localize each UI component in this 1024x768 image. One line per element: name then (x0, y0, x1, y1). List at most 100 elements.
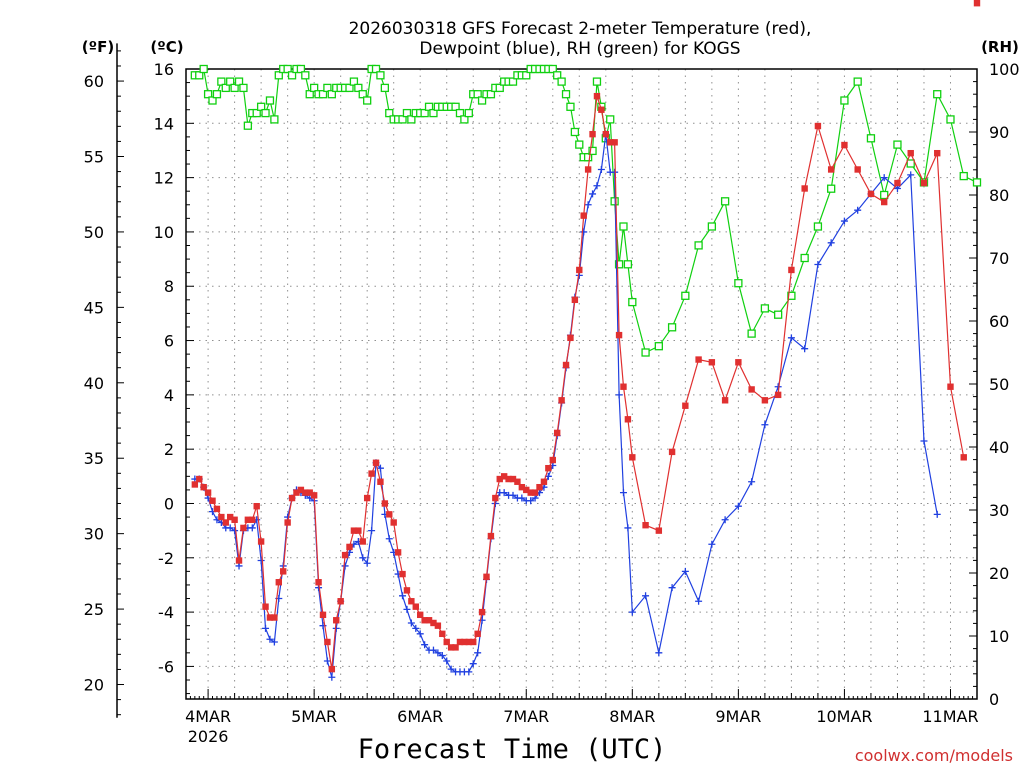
temperature-point (390, 519, 397, 526)
rh-point (354, 83, 363, 93)
dewpoint-point (655, 649, 663, 657)
dewpoint-point (624, 524, 632, 532)
fahrenheit-tick-label: 20 (84, 676, 104, 695)
temperature-point (417, 611, 424, 619)
dewpoint-point (323, 657, 331, 665)
dewpoint-point (376, 464, 384, 472)
dewpoint-point (262, 624, 270, 632)
temperature-point (854, 166, 861, 173)
dewpoint-point (708, 540, 716, 548)
dewpoint-point (734, 502, 742, 510)
temperature-point (275, 579, 282, 586)
dewpoint-point (257, 557, 265, 565)
rh-point (495, 83, 504, 93)
temperature-point (452, 644, 459, 651)
temperature-point (973, 0, 981, 7)
rh-point (305, 90, 314, 99)
dewpoint-point (407, 619, 415, 627)
rh-point (813, 222, 823, 231)
x-tick-label: 11MAR (922, 707, 978, 726)
rh-point (323, 83, 332, 93)
dewpoint-point (469, 660, 477, 668)
dewpoint-point (416, 630, 424, 638)
temperature-point (478, 608, 486, 616)
temperature-point (470, 638, 477, 646)
temperature-point (421, 617, 428, 624)
dewpoint-point (580, 228, 588, 236)
temperature-point (558, 397, 565, 404)
rh-point (327, 90, 336, 99)
temperature-point (408, 598, 415, 605)
rh-point (217, 77, 226, 86)
dewpoint-point (880, 174, 888, 182)
dewpoint-point (412, 624, 420, 632)
temperature-point (306, 489, 313, 496)
rh-point (707, 222, 717, 231)
x-tick-label: 10MAR (816, 707, 872, 726)
rh-point (402, 108, 412, 118)
temperature-point (355, 527, 362, 534)
temperature-point (607, 139, 614, 146)
temperature-point (774, 391, 782, 399)
fahrenheit-tick-label: 35 (84, 449, 104, 468)
temperature-point (346, 543, 353, 551)
dewpoint-point (584, 201, 592, 209)
temperature-point (668, 448, 676, 456)
rh-point (592, 77, 602, 86)
temperature-point (624, 416, 632, 423)
dewpoint-point (681, 567, 689, 575)
dewpoint-point (695, 597, 703, 605)
temperature-point (288, 494, 296, 502)
rh-point (694, 241, 703, 250)
temperature-point (748, 386, 755, 393)
temperature-point (593, 92, 601, 100)
rh-point (880, 190, 889, 200)
fahrenheit-tick-label: 50 (84, 223, 104, 242)
rh-point (946, 115, 955, 124)
rh-point (959, 171, 968, 181)
dewpoint-point (642, 592, 650, 600)
temperature-point (350, 527, 358, 534)
temperature-point (447, 644, 455, 651)
temperature-point (500, 473, 508, 480)
dewpoint-point (907, 171, 915, 179)
temperature-point (293, 489, 300, 496)
dewpoint-point (359, 554, 367, 562)
dewpoint-point (399, 592, 407, 600)
rh-point (256, 102, 266, 111)
temperature-point (801, 185, 808, 192)
dewpoint-point (328, 673, 336, 681)
temperature-point (271, 614, 278, 621)
temperature-point (412, 603, 419, 610)
rh-point (933, 90, 942, 99)
dewpoint-point (434, 649, 442, 657)
dewpoint-point (500, 489, 508, 497)
dewpoint-point (474, 649, 482, 657)
rh-point (866, 134, 876, 143)
temperature-point (284, 519, 291, 526)
temperature-point (695, 356, 702, 363)
rh-point (570, 127, 580, 137)
celsius-tick-label: 4 (164, 386, 174, 405)
rh-point (486, 90, 496, 99)
chart-title-line-2: Dewpoint (blue), RH (green) for KOGS (419, 39, 740, 59)
temperature-point (584, 166, 592, 173)
dewpoint-point (385, 535, 393, 543)
temperature-series (191, 0, 981, 673)
rh-point (906, 159, 915, 168)
dewpoint-point (248, 524, 256, 532)
temperature-point (505, 475, 512, 483)
temperature-point (881, 198, 888, 206)
dewpoint-point (363, 559, 371, 567)
rh-point (893, 140, 902, 149)
temperature-point (553, 429, 561, 437)
fahrenheit-tick-label: 45 (84, 298, 104, 317)
temperature-point (434, 622, 442, 629)
dewpoint-point (438, 652, 446, 660)
temperature-point (461, 638, 468, 646)
dewpoint-point (231, 527, 239, 535)
temperature-point (615, 331, 623, 339)
fahrenheit-tick-label: 55 (84, 148, 104, 167)
rh-point (464, 108, 473, 118)
temperature-point (394, 549, 402, 556)
